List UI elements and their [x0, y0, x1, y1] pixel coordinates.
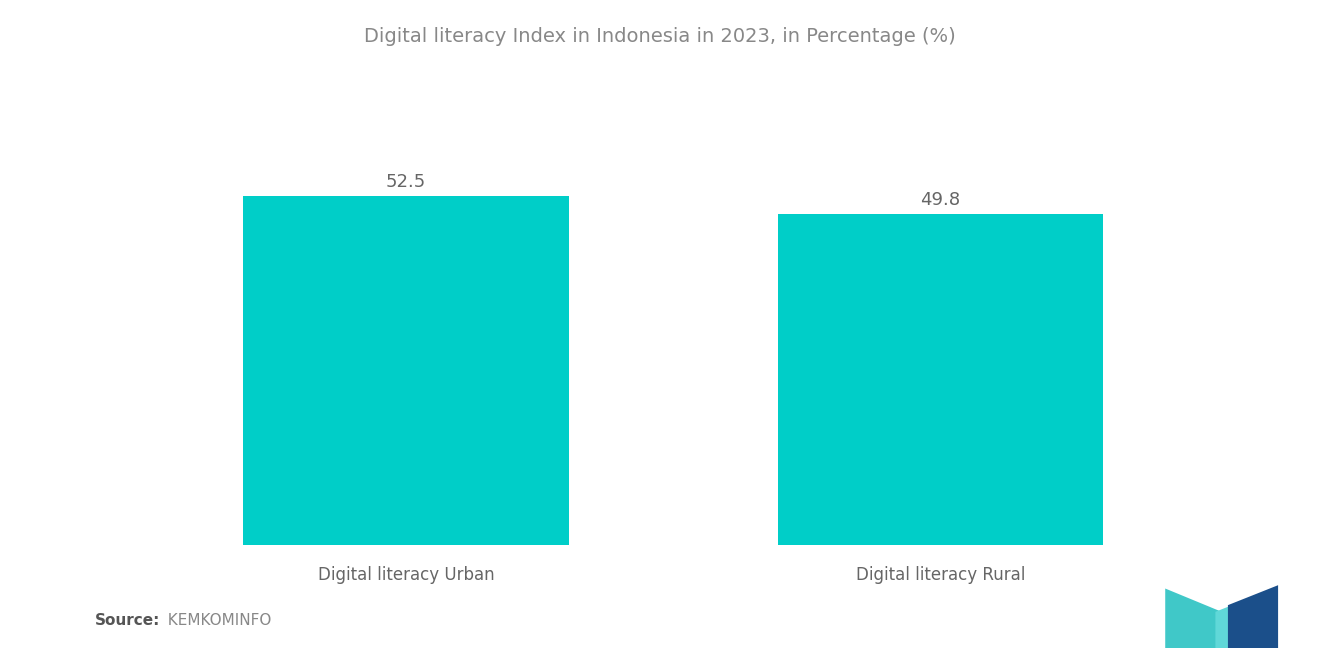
Text: KEMKOMINFO: KEMKOMINFO [158, 613, 272, 628]
Polygon shape [1228, 585, 1278, 648]
Bar [777, 214, 1104, 545]
Text: 52.5: 52.5 [385, 173, 426, 191]
Text: Source:: Source: [95, 613, 161, 628]
Polygon shape [1216, 602, 1241, 648]
Text: Digital literacy Index in Indonesia in 2023, in Percentage (%): Digital literacy Index in Indonesia in 2… [364, 27, 956, 46]
Text: 49.8: 49.8 [920, 191, 961, 209]
Bar [243, 196, 569, 545]
Polygon shape [1166, 589, 1221, 648]
